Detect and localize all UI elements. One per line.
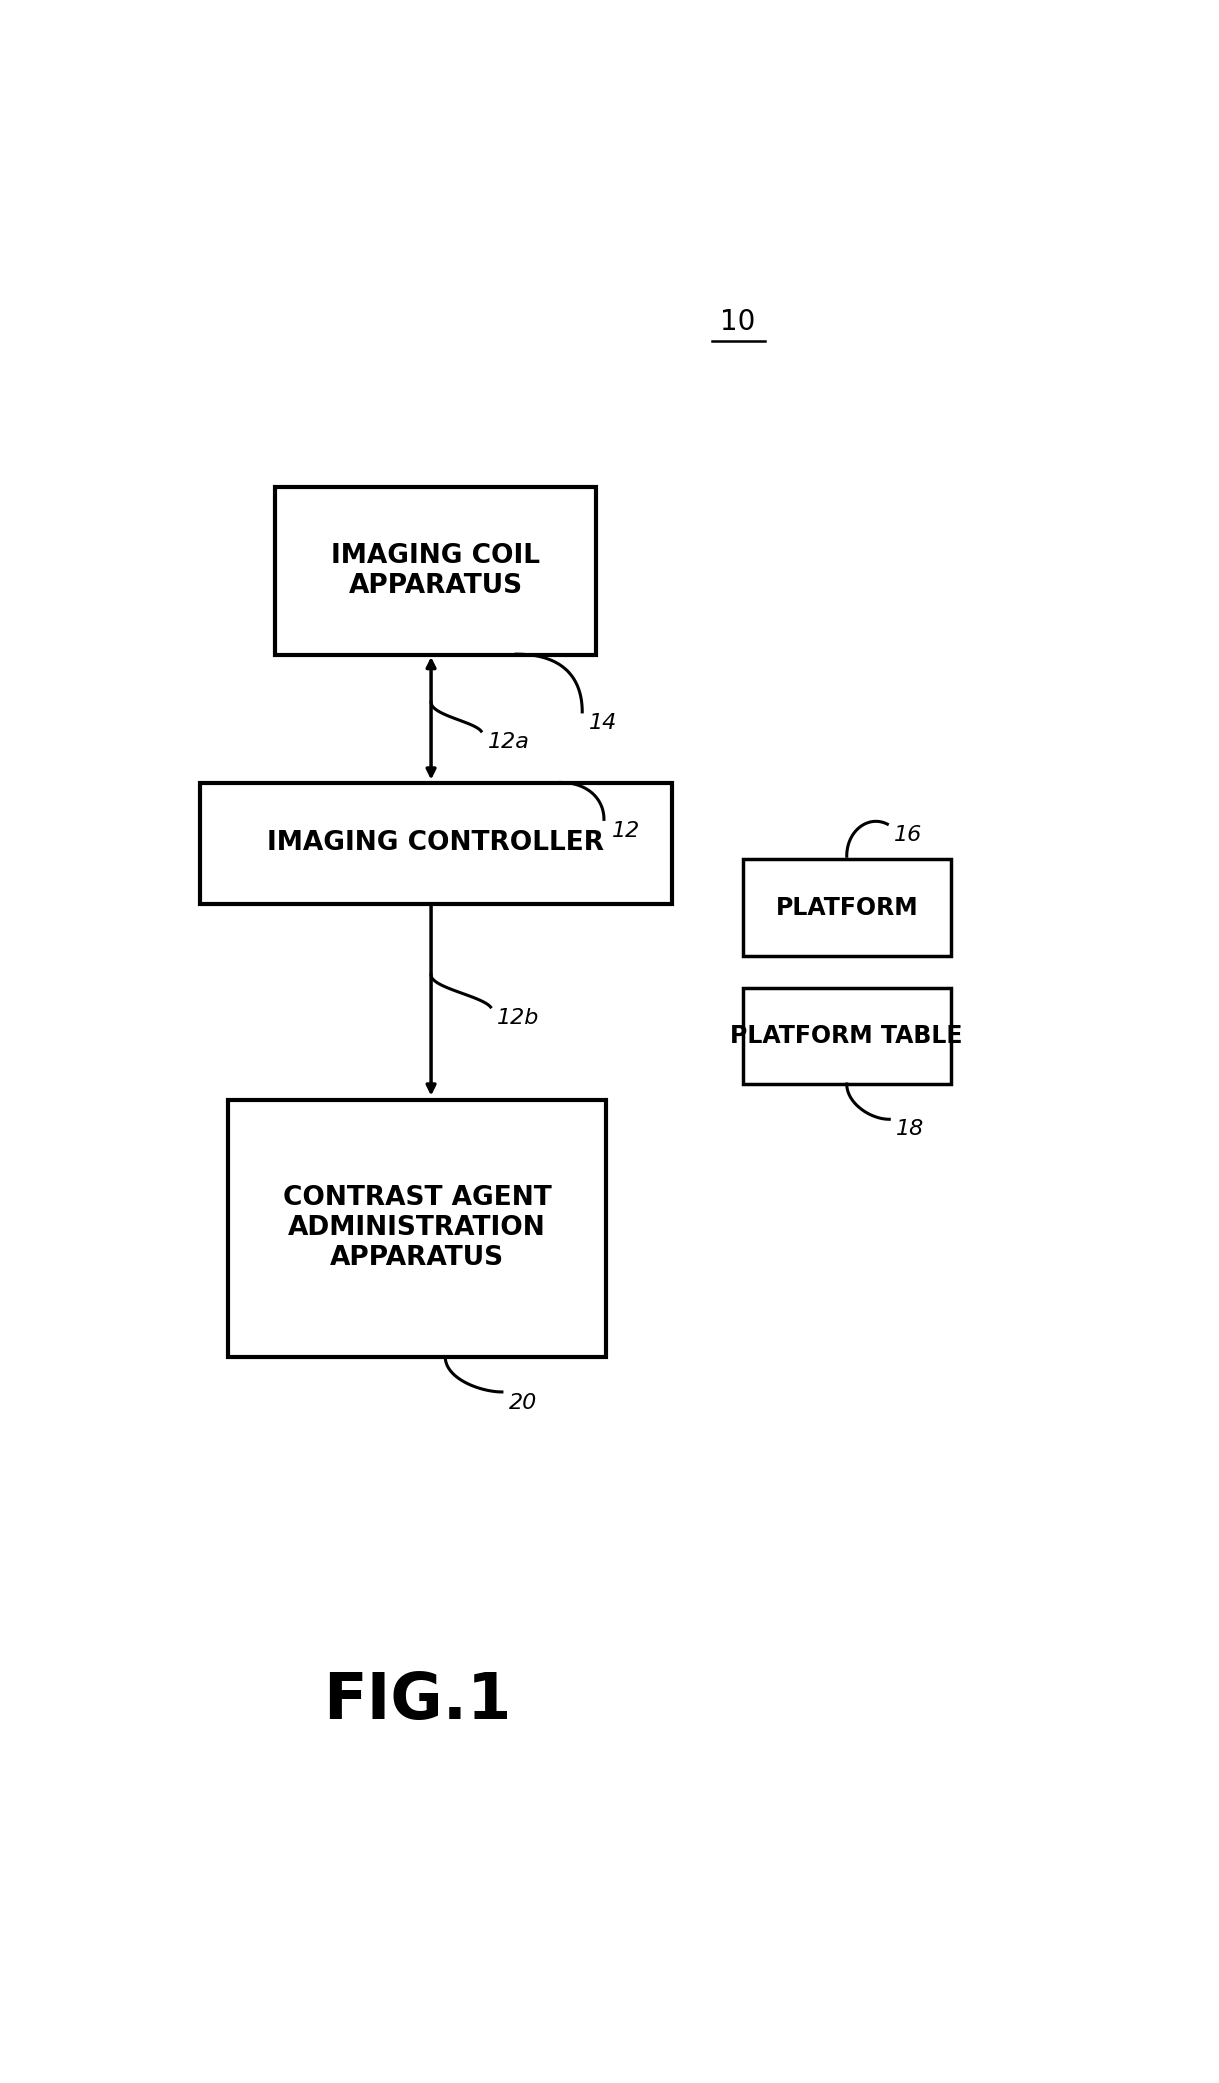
FancyBboxPatch shape: [228, 1100, 606, 1356]
Text: FIG.1: FIG.1: [323, 1671, 511, 1733]
Text: 12a: 12a: [488, 733, 529, 752]
Text: 10: 10: [720, 308, 756, 335]
FancyBboxPatch shape: [742, 860, 951, 956]
Text: 12b: 12b: [497, 1008, 540, 1029]
Text: 18: 18: [896, 1119, 924, 1139]
Text: 12: 12: [612, 821, 640, 842]
Text: IMAGING CONTROLLER: IMAGING CONTROLLER: [267, 831, 605, 856]
FancyBboxPatch shape: [275, 487, 596, 654]
Text: IMAGING COIL
APPARATUS: IMAGING COIL APPARATUS: [332, 544, 540, 598]
Text: 16: 16: [894, 825, 923, 846]
FancyBboxPatch shape: [742, 987, 951, 1083]
Text: PLATFORM TABLE: PLATFORM TABLE: [730, 1025, 963, 1048]
Text: 14: 14: [589, 712, 617, 733]
Text: CONTRAST AGENT
ADMINISTRATION
APPARATUS: CONTRAST AGENT ADMINISTRATION APPARATUS: [283, 1185, 551, 1271]
Text: 20: 20: [508, 1394, 536, 1412]
FancyBboxPatch shape: [200, 783, 672, 904]
Text: PLATFORM: PLATFORM: [775, 896, 918, 919]
